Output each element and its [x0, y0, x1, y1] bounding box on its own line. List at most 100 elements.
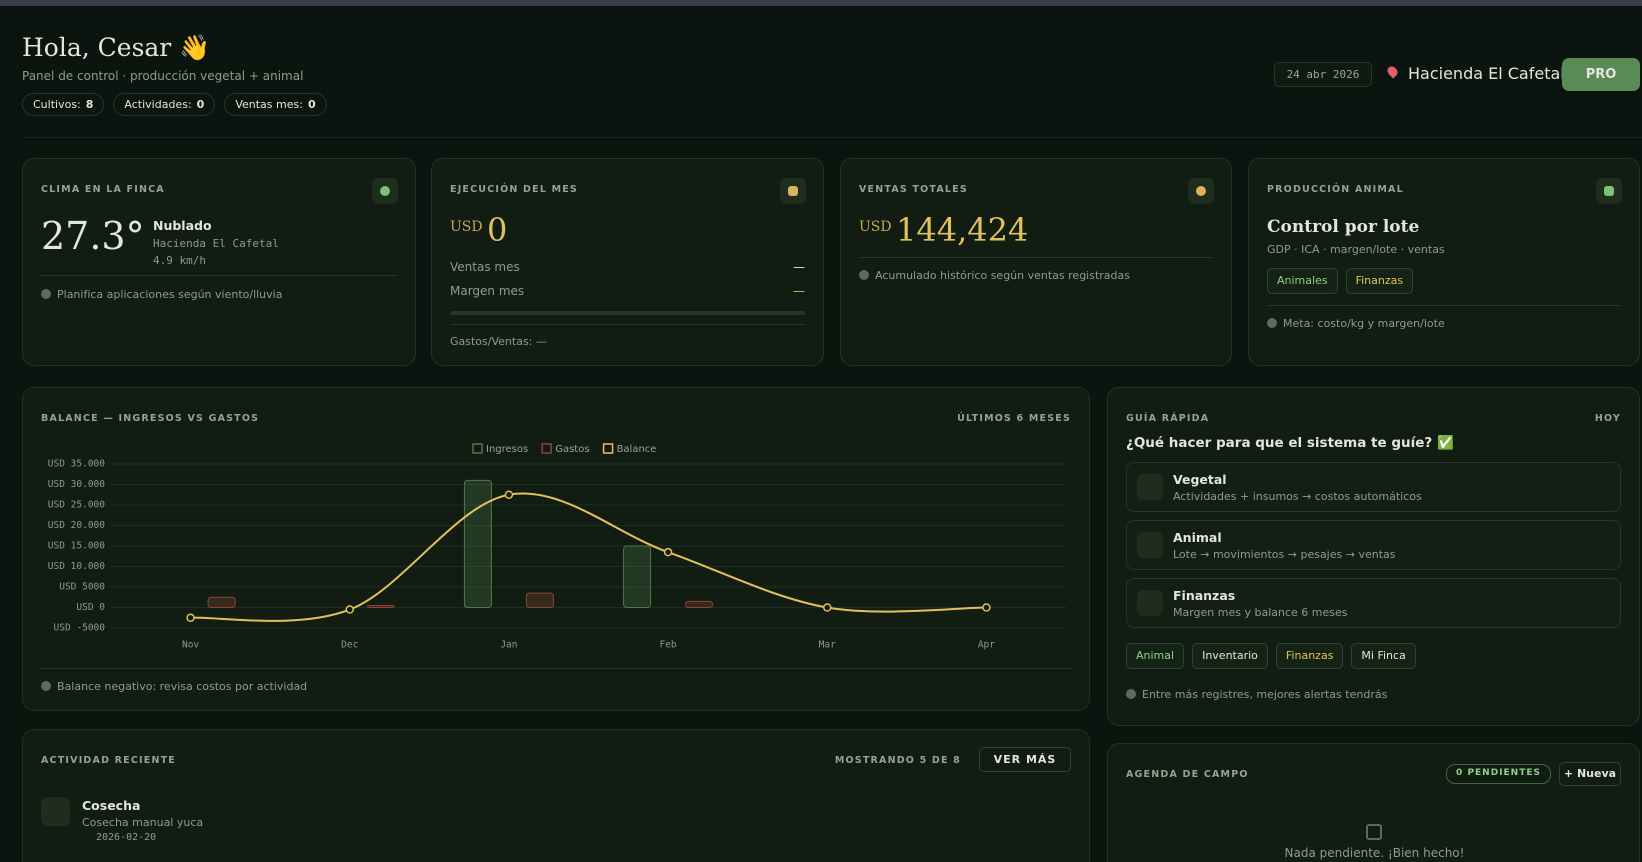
bar — [623, 545, 652, 608]
item-title: Vegetal — [1173, 472, 1227, 487]
y-tick-label: USD 0 — [76, 602, 105, 613]
plan-label: PRO — [1585, 67, 1617, 82]
x-tick-label: Feb — [659, 640, 676, 651]
button[interactable]: Animales — [1267, 268, 1338, 294]
note: Entre más registres, mejores alertas ten… — [1126, 688, 1387, 701]
pill[interactable]: Actividades: 0 — [113, 93, 216, 116]
note-text: Planifica aplicaciones según viento/lluv… — [57, 288, 283, 301]
bar — [525, 592, 554, 608]
card-title: AGENDA DE CAMPO — [1126, 769, 1249, 780]
y-tick-label: USD -5000 — [54, 623, 106, 634]
row-value: — — [793, 260, 805, 274]
agenda-card: AGENDA DE CAMPO 0 PENDIENTES + Nueva Nad… — [1107, 743, 1640, 862]
activity-description: Cosecha manual yuca — [82, 816, 204, 829]
bar — [366, 604, 395, 608]
pill[interactable]: Ventas mes: 0 — [224, 93, 327, 116]
pin-icon — [1385, 64, 1400, 79]
guide-card: GUÍA RÁPIDA HOY ¿Qué hacer para que el s… — [1107, 387, 1640, 726]
pill-label: Actividades: — [124, 98, 192, 111]
activity-date: 2026-02-20 — [96, 832, 157, 843]
location: Hacienda El Cafetal — [153, 237, 279, 250]
activity-icon — [41, 797, 70, 826]
y-tick-label: USD 25.000 — [48, 500, 105, 511]
button[interactable]: Finanzas — [1275, 643, 1344, 669]
badge: HOY — [1594, 413, 1621, 424]
legend-swatch — [541, 443, 552, 454]
card-title: CLIMA EN LA FINCA — [41, 184, 165, 195]
more-button[interactable]: VER MÁS — [979, 747, 1071, 772]
date: 24 abr 2026 — [1274, 62, 1372, 87]
item-description: Actividades + insumos → costos automátic… — [1173, 490, 1422, 503]
condition: Nublado — [153, 218, 212, 233]
divider — [859, 257, 1213, 258]
row-value: — — [793, 284, 805, 298]
button[interactable]: Finanzas — [1345, 268, 1414, 294]
heading: Control por lote — [1267, 217, 1420, 237]
card-title: VENTAS TOTALES — [859, 184, 968, 195]
note-text: Meta: costo/kg y margen/lote — [1283, 317, 1445, 330]
separator — [22, 137, 1642, 138]
farm-name: Hacienda El Cafetal — [1408, 64, 1565, 83]
row-label: Ventas mes — [450, 260, 520, 274]
button-row: Animal Inventario Finanzas Mi Finca — [1126, 643, 1424, 669]
balance-card: BALANCE — INGRESOS VS GASTOS ÚLTIMOS 6 M… — [22, 387, 1090, 711]
top-bar — [0, 0, 1642, 6]
card-icon — [1188, 178, 1214, 204]
x-tick-label: Nov — [182, 640, 199, 651]
greeting: Hola, Cesar 👋 — [22, 33, 211, 62]
balance-point — [186, 613, 195, 622]
y-tick-label: USD 35.000 — [48, 459, 105, 470]
balance-point — [982, 603, 991, 612]
plan-button[interactable]: PRO — [1562, 58, 1640, 91]
item-description: Lote → movimientos → pesajes → ventas — [1173, 548, 1396, 561]
card-title: GUÍA RÁPIDA — [1126, 413, 1210, 424]
pill-value: 0 — [307, 98, 316, 111]
note-text: Acumulado histórico según ventas registr… — [875, 269, 1130, 282]
currency: USD — [859, 219, 892, 235]
pill[interactable]: Cultivos: 8 — [22, 93, 105, 116]
card-title: ACTIVIDAD RECIENTE — [41, 755, 176, 766]
legend-label: Balance — [617, 444, 657, 455]
legend-swatch — [472, 443, 483, 454]
empty-icon — [1366, 824, 1382, 840]
button-label: + Nueva — [1563, 767, 1617, 780]
button[interactable]: Mi Finca — [1351, 643, 1416, 669]
bar — [685, 600, 714, 609]
button[interactable]: Inventario — [1192, 643, 1268, 669]
card-title: PRODUCCIÓN ANIMAL — [1267, 184, 1404, 195]
count: MOSTRANDO 5 DE 8 — [834, 755, 961, 766]
guide-item[interactable]: Finanzas Margen mes y balance 6 meses — [1126, 578, 1621, 628]
chart: USD -5000 USD 0 USD 5000 USD 10.000 USD 15.0… — [48, 443, 1066, 651]
card-icon — [1596, 178, 1622, 204]
progress-bar — [450, 311, 805, 315]
new-button[interactable]: + Nueva — [1559, 762, 1621, 786]
card-title: EJECUCIÓN DEL MES — [450, 184, 578, 195]
guide-item[interactable]: Animal Lote → movimientos → pesajes → ven… — [1126, 520, 1621, 570]
bar — [207, 596, 236, 608]
row-label: Margen mes — [450, 284, 525, 298]
x-tick-label: Dec — [341, 640, 358, 651]
question: ¿Qué hacer para que el sistema te guíe? … — [1126, 435, 1454, 451]
y-tick-label: USD 15.000 — [48, 541, 105, 552]
guide-item[interactable]: Vegetal Actividades + insumos → costos au… — [1126, 462, 1621, 512]
legend-label: Gastos — [555, 444, 589, 455]
divider — [41, 275, 397, 276]
pill-value: 0 — [196, 98, 205, 111]
sales-card: VENTAS TOTALES USD 144,424 Acumulado his… — [840, 158, 1232, 366]
note: Balance negativo: revisa costos por acti… — [41, 680, 307, 693]
note-text: Entre más registres, mejores alertas ten… — [1142, 688, 1388, 701]
currency: USD — [450, 219, 483, 235]
execution-card: EJECUCIÓN DEL MES USD 0 Ventas mes — Mar… — [431, 158, 824, 366]
button-label: VER MÁS — [993, 753, 1057, 766]
button[interactable]: Animal — [1126, 643, 1185, 669]
note: Acumulado histórico según ventas registr… — [859, 269, 1130, 282]
item-title: Animal — [1173, 530, 1222, 545]
card-icon — [372, 178, 398, 204]
item-description: Margen mes y balance 6 meses — [1173, 606, 1348, 619]
divider — [450, 324, 805, 325]
note: Planifica aplicaciones según viento/lluv… — [41, 288, 282, 301]
x-tick-label: Mar — [819, 640, 836, 651]
amount: 0 — [487, 211, 508, 249]
badge: 0 PENDIENTES — [1446, 764, 1551, 784]
